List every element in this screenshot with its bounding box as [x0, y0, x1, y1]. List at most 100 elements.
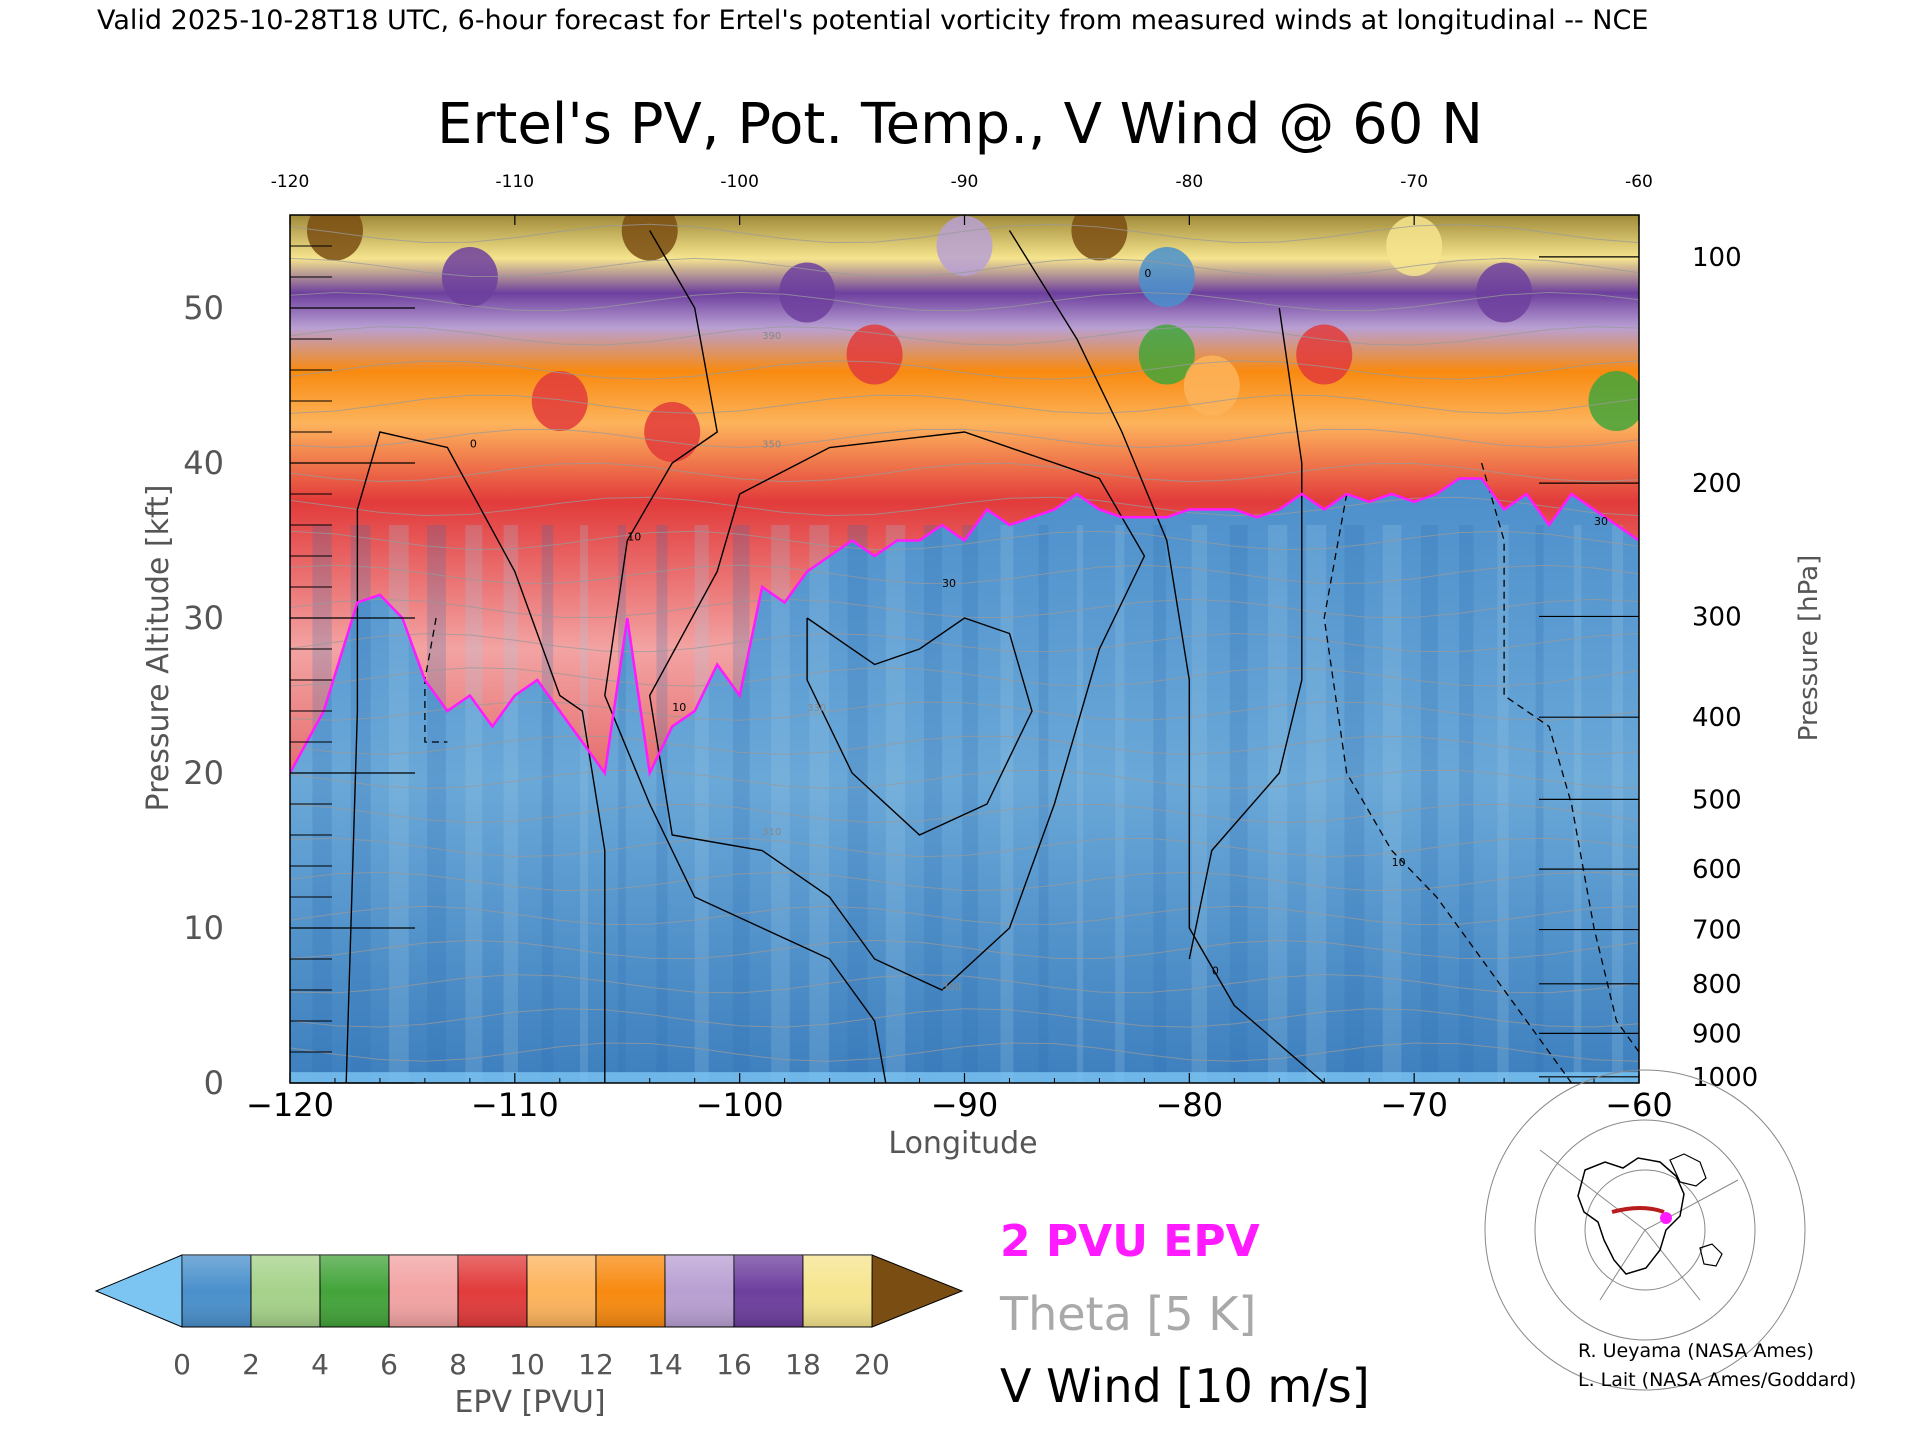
- theta-contour: [290, 769, 1639, 790]
- pv-blob: [1588, 371, 1639, 431]
- wind-contour-label: 30: [942, 577, 956, 590]
- x-tick-label: −80: [1156, 1086, 1224, 1124]
- tropo-streak: [541, 525, 554, 1083]
- colorbar-under-arrow: [94, 1254, 183, 1328]
- colorbar-tick-label: 14: [647, 1348, 683, 1381]
- y-axis-label: Pressure Altitude [kft]: [141, 485, 176, 812]
- theta-contour: [290, 496, 1639, 517]
- legend-2pvu: 2 PVU EPV: [1000, 1216, 1260, 1267]
- pv-blob: [621, 215, 678, 261]
- x-axis-label: Longitude: [888, 1126, 1037, 1161]
- tropo-streak: [924, 525, 942, 1083]
- y-tick-label: 0: [204, 1064, 224, 1102]
- pv-blob: [1476, 262, 1533, 323]
- x-tick-label: −90: [931, 1086, 999, 1124]
- credit-2: L. Lait (NASA Ames/Goddard): [1578, 1369, 1856, 1391]
- wind-contour: [345, 431, 606, 1083]
- tropo-streak: [580, 525, 589, 1083]
- wind-contour: [648, 431, 1146, 991]
- pv-blob: [644, 402, 701, 462]
- colorbar-tick-label: 6: [380, 1348, 398, 1381]
- tropo-streak: [809, 525, 830, 1083]
- wind-contour-label: 0: [1144, 267, 1151, 280]
- tropo-streak: [1000, 525, 1014, 1083]
- theta-contour: [290, 326, 1639, 346]
- tropo-streak: [350, 525, 371, 1083]
- wind-contour-label: 0: [470, 438, 477, 451]
- tropo-streak: [1612, 525, 1624, 1083]
- x-tick-label: −110: [471, 1086, 559, 1124]
- wind-contours: [345, 230, 1639, 1083]
- colorbar-band-shade: [803, 1255, 872, 1327]
- pv-blob: [441, 247, 498, 307]
- valid-line: Valid 2025-10-28T18 UTC, 6-hour forecast…: [97, 5, 1648, 36]
- theta-contour: [290, 564, 1639, 585]
- wind-contour-negative: [1323, 493, 1573, 1083]
- theta-contour: [290, 837, 1639, 858]
- x-top-tick-label: -70: [1400, 172, 1428, 192]
- tropo-streak: [1153, 525, 1166, 1083]
- pv-blob: [1071, 215, 1128, 261]
- tropo-streak: [885, 525, 906, 1083]
- legend-vwind: V Wind [10 m/s]: [1000, 1359, 1370, 1413]
- theta-contour: [290, 735, 1639, 755]
- x-top-tick-label: -120: [271, 172, 310, 192]
- globe-map-icon: [1484, 1069, 1806, 1391]
- tropo-streak: [732, 525, 750, 1083]
- colorbar-band-shade: [596, 1255, 665, 1327]
- tropo-streak: [1306, 525, 1327, 1083]
- axes: −120 -120 −110 -110 −100 -100 −90 -90 −80 -80 −70 -…: [183, 172, 1758, 1124]
- colorbar-tick-label: 18: [785, 1348, 821, 1381]
- x-top-tick-label: -60: [1625, 172, 1653, 192]
- theta-contour: [290, 428, 1639, 449]
- wind-contour-negative: [1480, 462, 1639, 1053]
- wind-contour-label: 10: [1392, 856, 1406, 869]
- pressure-tick-label: 800: [1692, 970, 1742, 1000]
- theta-contour: [290, 973, 1639, 994]
- pressure-tick-label: 900: [1692, 1019, 1742, 1049]
- wind-contour-label: 0: [1212, 965, 1219, 978]
- pv-blob: [1386, 216, 1443, 276]
- colorbar-tick-label: 4: [311, 1348, 329, 1381]
- upper-blobs: [306, 215, 1639, 462]
- tropo-streak: [1038, 525, 1049, 1083]
- pressure-tick-label: 100: [1692, 243, 1742, 273]
- tropo-streak: [694, 525, 709, 1083]
- tropo-streak: [465, 525, 483, 1083]
- tropo-streak: [388, 525, 409, 1083]
- y-tick-label: 20: [183, 754, 224, 792]
- theta-contour-label: 310: [762, 827, 781, 838]
- pv-blob: [936, 216, 993, 276]
- theta-contour: [290, 1008, 1639, 1028]
- theta-contour: [290, 905, 1639, 926]
- theta-contour: [290, 291, 1639, 312]
- tropo-streak: [656, 525, 668, 1083]
- theta-contour: [290, 701, 1639, 721]
- x-tick-label: −70: [1380, 1086, 1448, 1124]
- x-top-tick-label: -90: [951, 172, 979, 192]
- tropo-streak: [1076, 525, 1084, 1083]
- colorbar-band-shade: [389, 1255, 458, 1327]
- theta-contour-label: 350: [762, 440, 781, 451]
- wind-contour: [1008, 230, 1325, 1083]
- tropo-streak: [847, 525, 868, 1083]
- colorbar-band-shade: [665, 1255, 734, 1327]
- pressure-tick-label: 400: [1692, 703, 1742, 733]
- theta-contour-label: 330: [807, 703, 826, 714]
- pressure-tick-label: 1000: [1692, 1063, 1758, 1093]
- theta-contour: [290, 223, 1639, 244]
- colorbar-tick-label: 8: [449, 1348, 467, 1381]
- theta-contour-label: 390: [762, 331, 781, 342]
- x-top-tick-label: -100: [720, 172, 759, 192]
- pv-blob: [306, 215, 363, 261]
- x-top-tick-label: -80: [1175, 172, 1203, 192]
- colorbar-tick-label: 2: [242, 1348, 260, 1381]
- colorbar-band-shade: [458, 1255, 527, 1327]
- colorbar-band-shade: [734, 1255, 803, 1327]
- tropo-streak: [1573, 525, 1582, 1083]
- tropo-streak: [1344, 525, 1365, 1083]
- colorbar-band-shade: [527, 1255, 596, 1327]
- theta-contour: [290, 803, 1639, 824]
- colorbar-tick-label: 0: [173, 1348, 191, 1381]
